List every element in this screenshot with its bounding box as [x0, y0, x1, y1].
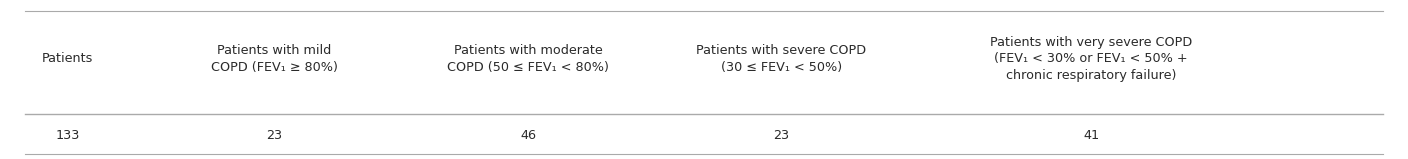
Text: 41: 41: [1083, 129, 1100, 142]
Text: Patients with very severe COPD
(FEV₁ < 30% or FEV₁ < 50% +
chronic respiratory f: Patients with very severe COPD (FEV₁ < 3…: [990, 36, 1193, 82]
Text: 23: 23: [773, 129, 790, 142]
Text: Patients: Patients: [42, 52, 93, 65]
Text: Patients with moderate
COPD (50 ≤ FEV₁ < 80%): Patients with moderate COPD (50 ≤ FEV₁ <…: [448, 44, 608, 74]
Text: Patients with mild
COPD (FEV₁ ≥ 80%): Patients with mild COPD (FEV₁ ≥ 80%): [211, 44, 338, 74]
Text: 133: 133: [55, 129, 80, 142]
Text: Patients with severe COPD
(30 ≤ FEV₁ < 50%): Patients with severe COPD (30 ≤ FEV₁ < 5…: [697, 44, 866, 74]
Text: 46: 46: [520, 129, 536, 142]
Text: 23: 23: [266, 129, 283, 142]
